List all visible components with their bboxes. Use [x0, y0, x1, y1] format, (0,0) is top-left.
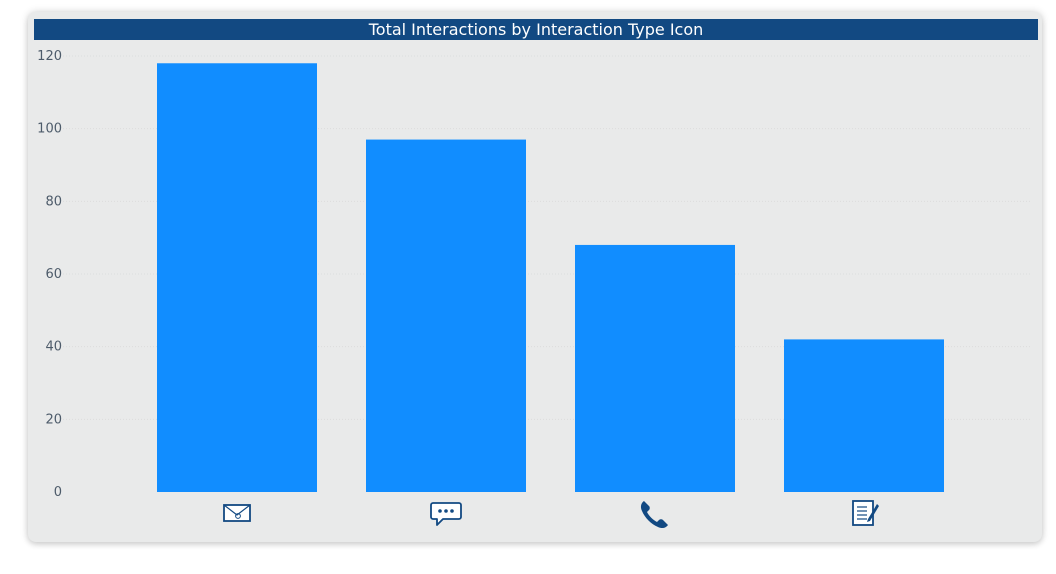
y-tick-label: 0: [54, 485, 62, 500]
y-tick-label: 20: [45, 412, 62, 427]
y-tick-label: 120: [37, 49, 62, 64]
bar-note-icon[interactable]: [784, 339, 944, 492]
x-axis-icons: [223, 500, 879, 529]
note-icon: [852, 500, 879, 526]
email-icon: [223, 504, 251, 522]
y-tick-label: 40: [45, 340, 62, 355]
y-tick-label: 60: [45, 267, 62, 282]
bar-chat-icon[interactable]: [366, 139, 526, 493]
bar-email-icon[interactable]: [157, 63, 317, 493]
y-tick-label: 80: [45, 194, 62, 209]
y-tick-label: 100: [37, 122, 62, 137]
bar-phone-icon[interactable]: [575, 244, 735, 492]
phone-icon: [640, 501, 668, 529]
chat-icon: [430, 502, 462, 526]
chart-title: Total Interactions by Interaction Type I…: [34, 19, 1038, 40]
bars: [157, 63, 944, 493]
y-axis: 0 20 40 60 80 100 120: [37, 49, 62, 500]
